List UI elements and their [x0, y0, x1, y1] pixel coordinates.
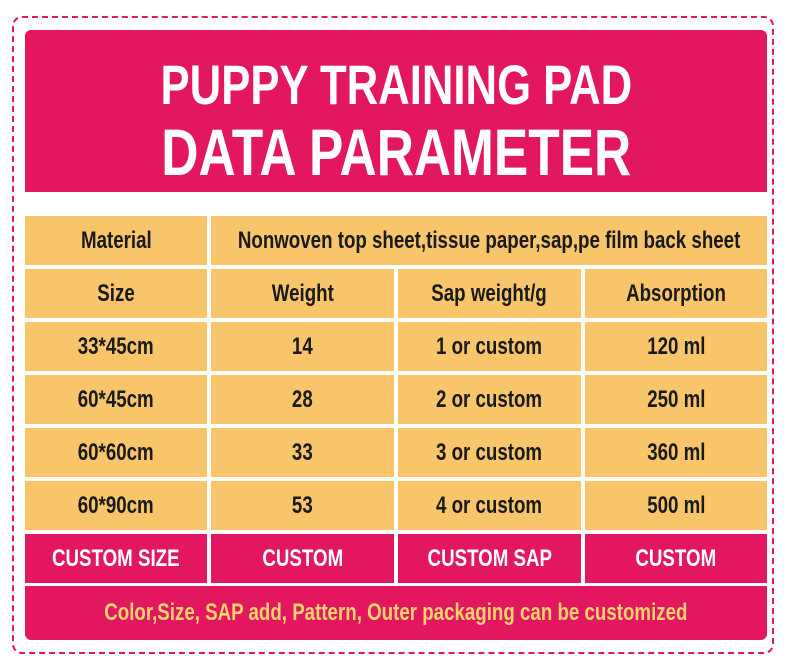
table-cell: 250 ml	[585, 375, 767, 424]
table-cell-text: 33*45cm	[77, 332, 154, 360]
table-cell: 3 or custom	[398, 428, 581, 477]
table-cell: 28	[211, 375, 394, 424]
table-cell: 60*90cm	[25, 481, 207, 530]
table-cell-text: 28	[292, 385, 313, 413]
title-text: PUPPY TRAINING PAD	[160, 53, 632, 116]
custom-cell: CUSTOM SIZE	[25, 534, 207, 583]
table-cell-text: 360 ml	[646, 438, 706, 466]
column-header-text: Absorption	[626, 279, 726, 307]
table-cell-text: 500 ml	[646, 491, 706, 519]
table-cell-text: 4 or custom	[436, 491, 543, 519]
table-cell: 33*45cm	[25, 322, 207, 371]
column-header-text: Sap weight/g	[431, 279, 548, 307]
table-cell: 53	[211, 481, 394, 530]
table-cell: 33	[211, 428, 394, 477]
table-cell: 60*60cm	[25, 428, 207, 477]
footer-text: Color,Size, SAP add, Pattern, Outer pack…	[104, 599, 688, 626]
table-cell-text: 60*45cm	[77, 385, 154, 413]
column-header: Sap weight/g	[398, 269, 581, 318]
material-label-text: Material	[80, 226, 152, 254]
table-cell: 14	[211, 322, 394, 371]
table-cell: 4 or custom	[398, 481, 581, 530]
table-cell: 1 or custom	[398, 322, 581, 371]
custom-cell-text: CUSTOM	[635, 544, 717, 572]
table-cell-text: 250 ml	[646, 385, 706, 413]
material-value: Nonwoven top sheet,tissue paper,sap,pe f…	[211, 216, 767, 265]
material-label: Material	[25, 216, 207, 265]
separator	[25, 192, 767, 214]
column-header: Size	[25, 269, 207, 318]
title-text: DATA PARAMETER	[161, 115, 631, 189]
custom-cell: CUSTOM SAP	[398, 534, 581, 583]
table-cell: 2 or custom	[398, 375, 581, 424]
table-cell-text: 3 or custom	[436, 438, 543, 466]
footer: Color,Size, SAP add, Pattern, Outer pack…	[25, 588, 767, 638]
table-cell-text: 120 ml	[646, 332, 706, 360]
custom-cell: CUSTOM	[211, 534, 394, 583]
title-line: DATA PARAMETER	[25, 114, 767, 190]
dashed-frame	[12, 16, 774, 654]
table-cell-text: 1 or custom	[436, 332, 543, 360]
table-cell-text: 2 or custom	[436, 385, 543, 413]
title-line: PUPPY TRAINING PAD	[25, 52, 767, 117]
table-cell-text: 60*90cm	[77, 491, 154, 519]
custom-cell-text: CUSTOM	[262, 544, 343, 572]
table-cell-text: 33	[292, 438, 313, 466]
column-header-text: Size	[97, 279, 135, 307]
table-cell: 60*45cm	[25, 375, 207, 424]
column-header: Weight	[211, 269, 394, 318]
table-cell: 120 ml	[585, 322, 767, 371]
column-header: Absorption	[585, 269, 767, 318]
material-value-text: Nonwoven top sheet,tissue paper,sap,pe f…	[237, 226, 741, 254]
table-cell: 360 ml	[585, 428, 767, 477]
column-header-text: Weight	[271, 279, 334, 307]
custom-cell-text: CUSTOM SIZE	[52, 544, 180, 572]
custom-cell-text: CUSTOM SAP	[427, 544, 552, 572]
table-cell-text: 53	[292, 491, 313, 519]
custom-cell: CUSTOM	[585, 534, 767, 583]
table-cell: 500 ml	[585, 481, 767, 530]
table-cell-text: 14	[292, 332, 313, 360]
header: PUPPY TRAINING PAD DATA PARAMETER	[25, 30, 767, 192]
table-cell-text: 60*60cm	[77, 438, 154, 466]
